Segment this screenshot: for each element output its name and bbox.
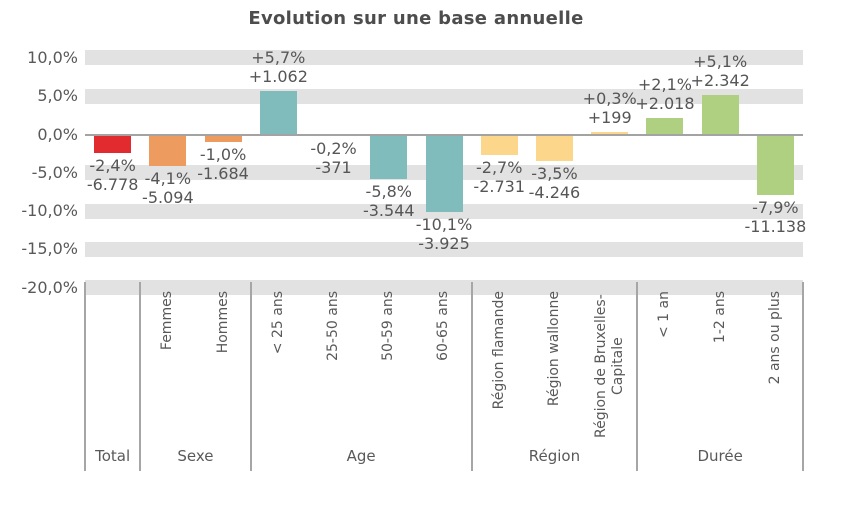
bar-percent-label: +5,7%: [251, 47, 306, 67]
bar-absolute-label: -3.544: [362, 200, 415, 220]
bar-absolute-label: +2.018: [635, 94, 695, 114]
group-separator: [84, 282, 86, 471]
bar: [149, 134, 187, 166]
bar-value-label: +0,3% +199: [555, 89, 665, 127]
chart-title: Evolution sur une base annuelle: [248, 8, 584, 29]
group-separator: [139, 282, 142, 471]
bar-value-label: -2,4% -6.778: [58, 156, 168, 194]
group-label: Total: [95, 447, 131, 465]
bar-percent-label: -2,7%: [476, 158, 523, 178]
category-label: 50-59 ans: [361, 291, 416, 449]
group-label: Région: [528, 447, 581, 465]
category-label: Région de Bruxelles-Capitale: [582, 291, 637, 449]
bar: [204, 134, 242, 143]
bar-value-label: +2,1% +2.018: [610, 75, 720, 113]
bar: [425, 134, 463, 212]
bar-value-label: -4,1% -5.094: [113, 169, 223, 207]
y-axis-tick-label: -15,0%: [21, 239, 78, 259]
y-axis-tick-label: -20,0%: [21, 277, 78, 297]
bar-absolute-label: +1.062: [248, 66, 308, 86]
bar-value-label: -1,0% -1.684: [168, 145, 278, 183]
bar: [646, 118, 684, 135]
bar: [756, 134, 794, 195]
group-label: Durée: [697, 447, 743, 465]
y-axis-tick-label: -10,0%: [21, 201, 78, 221]
bar-percent-label: -2,4%: [89, 155, 136, 175]
bar-value-label: +5,7% +1.062: [223, 48, 333, 86]
group-separator: [802, 282, 804, 471]
bar-absolute-label: -3.925: [418, 233, 470, 253]
zero-axis-line: [85, 133, 803, 136]
category-label: < 1 an: [637, 291, 692, 449]
category-label-text: 25-50 ans: [325, 291, 342, 361]
bar-value-label: -3,5% -4.246: [499, 164, 609, 202]
category-label: 2 ans ou plus: [748, 291, 803, 449]
bar-absolute-label: +199: [587, 108, 632, 128]
category-label-text: Femmes: [159, 291, 176, 351]
y-axis-tick-label: 10,0%: [27, 47, 78, 67]
category-label-text: < 1 an: [656, 291, 673, 338]
category-label-text: < 25 ans: [269, 291, 286, 355]
bar-percent-label: -3,5%: [531, 164, 578, 184]
bar: [701, 95, 739, 135]
bar-value-label: -7,9% -11.138: [720, 198, 830, 236]
category-label-text: Région wallonne: [545, 291, 562, 407]
group-label: Age: [346, 447, 376, 465]
category-label: < 25 ans: [251, 291, 306, 449]
bar-value-label: -2,7% -2.731: [444, 158, 554, 196]
gridline-band: [85, 50, 803, 66]
category-label: Région wallonne: [527, 291, 582, 449]
bar-percent-label: +2,1%: [637, 75, 692, 95]
group-separator: [470, 282, 473, 471]
category-label: 1-2 ans: [693, 291, 748, 449]
bar: [535, 134, 573, 162]
category-label-text: Région flamande: [490, 291, 507, 410]
bar: [480, 134, 518, 156]
bar: [94, 134, 132, 153]
bar-absolute-label: +2.342: [690, 71, 750, 91]
category-label: Région flamande: [472, 291, 527, 449]
bar-percent-label: -0,2%: [310, 139, 357, 159]
category-label-text: 50-59 ans: [380, 291, 397, 361]
y-axis-tick-label: 5,0%: [37, 86, 78, 106]
gridline-band: [85, 241, 803, 257]
category-label-text: 60-65 ans: [435, 291, 452, 361]
bar-percent-label: +0,3%: [582, 89, 637, 109]
group-label: Sexe: [177, 447, 214, 465]
bar-absolute-label: -1.684: [197, 164, 249, 184]
category-label-text: 1-2 ans: [711, 291, 728, 344]
bar-percent-label: +5,1%: [693, 52, 748, 72]
category-label: 60-65 ans: [416, 291, 471, 449]
group-separator: [249, 282, 252, 471]
category-label-text: Région de Bruxelles-Capitale: [592, 294, 626, 438]
bar: [370, 134, 408, 179]
category-label: Hommes: [195, 291, 250, 449]
category-label-text: Hommes: [214, 291, 231, 354]
bar-absolute-label: -4.246: [528, 183, 581, 203]
bar-value-label: +5,1% +2.342: [665, 52, 775, 90]
category-label: Femmes: [140, 291, 195, 449]
category-label: 25-50 ans: [306, 291, 361, 449]
y-axis-tick-label: 0,0%: [37, 124, 78, 144]
bar: [259, 90, 297, 135]
group-separator: [636, 282, 639, 471]
bar-absolute-label: -371: [315, 158, 352, 178]
bar-absolute-label: -6.778: [86, 174, 139, 194]
bar-percent-label: -10,1%: [415, 214, 473, 234]
bar-percent-label: -1,0%: [199, 145, 247, 165]
bar-value-label: -10,1% -3.925: [389, 215, 499, 253]
category-label-text: 2 ans ou plus: [766, 291, 783, 385]
bar-percent-label: -4,1%: [144, 168, 192, 188]
bar-absolute-label: -2.731: [473, 177, 525, 197]
gridline-band: [85, 280, 803, 296]
bar-percent-label: -7,9%: [752, 198, 799, 217]
bar-value-label: -5,8% -3.544: [334, 182, 444, 220]
bar: [591, 132, 629, 135]
bar-absolute-label: -11.138: [744, 217, 807, 236]
bar-absolute-label: -5.094: [142, 187, 194, 207]
bar-percent-label: -5,8%: [365, 181, 412, 201]
bar-value-label: -0,2% -371: [279, 139, 389, 177]
y-axis-tick-label: -5,0%: [31, 162, 78, 182]
